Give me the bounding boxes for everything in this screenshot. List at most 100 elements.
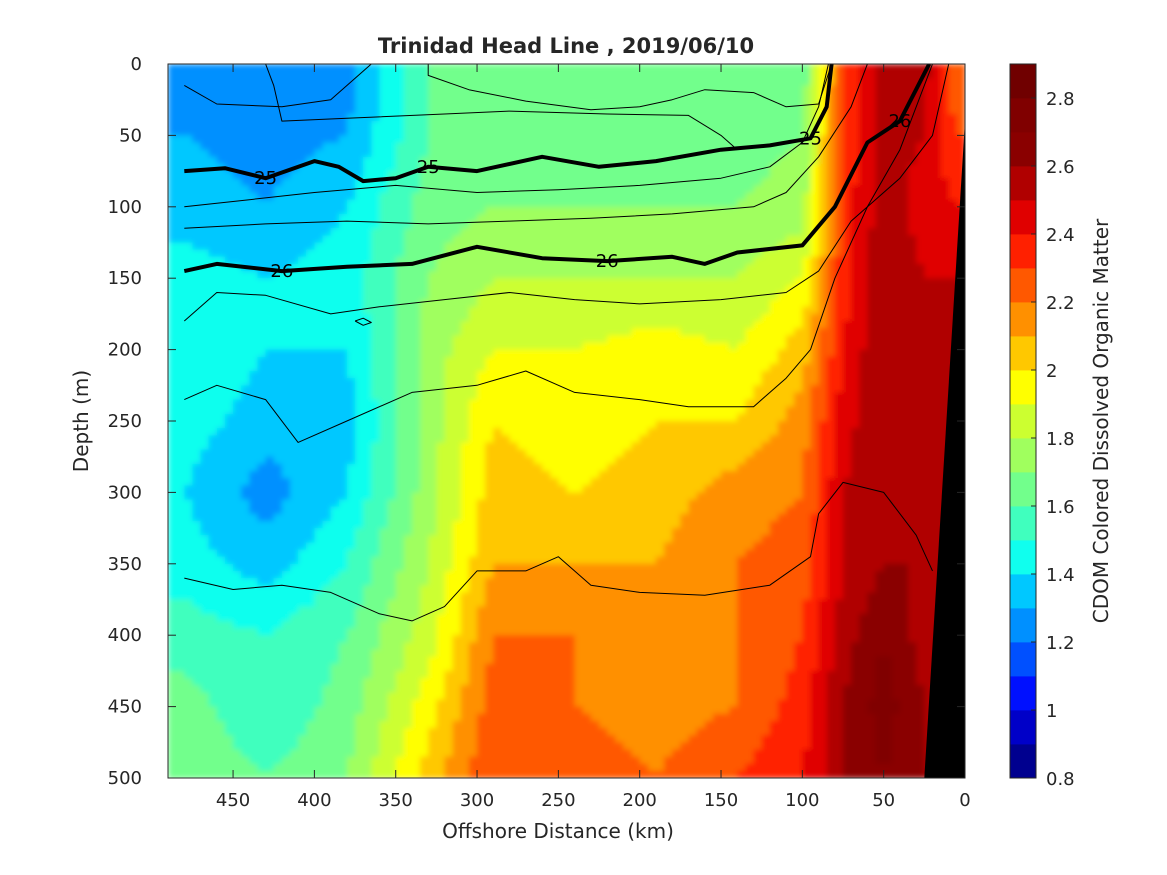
cdom-cell bbox=[241, 606, 250, 615]
cdom-cell bbox=[330, 678, 340, 686]
cdom-cell bbox=[265, 392, 275, 401]
cdom-cell bbox=[477, 92, 486, 101]
cdom-cell bbox=[249, 435, 259, 444]
cdom-cell bbox=[346, 599, 356, 608]
cdom-cell bbox=[281, 542, 291, 551]
cdom-cell bbox=[249, 463, 259, 472]
cdom-cell bbox=[168, 770, 177, 778]
cdom-cell bbox=[346, 735, 356, 743]
cdom-cell bbox=[558, 149, 568, 158]
cdom-cell bbox=[281, 213, 291, 222]
cdom-cell bbox=[452, 356, 462, 365]
cdom-cell bbox=[241, 692, 250, 701]
cdom-cell bbox=[322, 85, 332, 94]
cdom-cell bbox=[208, 313, 218, 322]
cdom-cell bbox=[306, 421, 315, 429]
cdom-cell bbox=[257, 513, 267, 522]
cdom-cell bbox=[403, 256, 413, 265]
cdom-cell bbox=[363, 756, 372, 765]
cdom-cell bbox=[208, 271, 218, 279]
cdom-cell bbox=[403, 735, 413, 743]
cdom-cell bbox=[249, 421, 259, 429]
cdom-cell bbox=[501, 221, 511, 229]
cdom-cell bbox=[558, 342, 568, 351]
cdom-cell bbox=[355, 528, 364, 536]
cdom-cell bbox=[444, 620, 454, 629]
cdom-cell bbox=[468, 720, 478, 729]
cdom-cell bbox=[257, 113, 267, 122]
cdom-cell bbox=[338, 485, 348, 493]
cdom-cell bbox=[493, 492, 503, 501]
cdom-cell bbox=[168, 356, 177, 365]
cdom-cell bbox=[208, 435, 218, 444]
cdom-cell bbox=[241, 313, 250, 322]
cdom-cell bbox=[265, 678, 275, 686]
cdom-cell bbox=[452, 406, 462, 415]
cdom-cell bbox=[558, 413, 568, 422]
cdom-cell bbox=[346, 749, 356, 758]
cdom-cell bbox=[265, 763, 275, 772]
cdom-cell bbox=[346, 449, 356, 458]
cdom-cell bbox=[355, 371, 364, 379]
cdom-cell bbox=[436, 763, 446, 772]
cdom-cell bbox=[273, 399, 283, 408]
cdom-cell bbox=[428, 613, 437, 622]
cdom-cell bbox=[460, 570, 470, 579]
cdom-cell bbox=[200, 635, 210, 643]
cdom-cell bbox=[542, 385, 551, 394]
cdom-cell bbox=[477, 649, 486, 658]
cdom-cell bbox=[379, 678, 389, 686]
cdom-cell bbox=[273, 606, 283, 615]
cdom-cell bbox=[395, 349, 405, 358]
cdom-cell bbox=[533, 285, 543, 294]
cdom-cell bbox=[168, 506, 177, 515]
cdom-cell bbox=[363, 185, 372, 194]
cdom-cell bbox=[200, 278, 210, 286]
cdom-cell bbox=[168, 606, 177, 615]
cdom-cell bbox=[517, 221, 527, 229]
cdom-cell bbox=[257, 592, 267, 601]
cdom-cell bbox=[395, 742, 405, 751]
cdom-cell bbox=[216, 770, 226, 778]
cdom-cell bbox=[168, 256, 177, 265]
cdom-cell bbox=[485, 456, 494, 465]
cdom-cell bbox=[468, 421, 478, 429]
cdom-cell bbox=[298, 499, 307, 508]
cdom-cell bbox=[566, 470, 576, 479]
cdom-cell bbox=[338, 713, 348, 722]
cdom-cell bbox=[273, 656, 283, 665]
cdom-cell bbox=[298, 585, 307, 593]
cdom-cell bbox=[289, 64, 299, 72]
cdom-cell bbox=[460, 642, 470, 651]
cdom-cell bbox=[501, 242, 511, 251]
cdom-cell bbox=[322, 249, 332, 258]
cdom-cell bbox=[387, 556, 397, 565]
cdom-cell bbox=[208, 570, 218, 579]
cdom-cell bbox=[176, 720, 185, 729]
cdom-cell bbox=[298, 206, 307, 215]
cdom-cell bbox=[306, 135, 315, 144]
cdom-cell bbox=[436, 256, 446, 265]
cdom-cell bbox=[257, 728, 267, 736]
cdom-cell bbox=[184, 620, 193, 629]
cdom-cell bbox=[273, 413, 283, 422]
cdom-cell bbox=[289, 570, 299, 579]
cdom-cell bbox=[265, 199, 275, 208]
cdom-cell bbox=[298, 192, 307, 201]
cdom-cell bbox=[525, 171, 535, 179]
cdom-cell bbox=[395, 520, 405, 529]
cdom-cell bbox=[176, 406, 185, 415]
cdom-cell bbox=[346, 585, 356, 593]
cdom-cell bbox=[355, 442, 364, 451]
cdom-cell bbox=[525, 442, 535, 451]
cdom-cell bbox=[281, 635, 291, 643]
cdom-cell bbox=[452, 599, 462, 608]
cdom-cell bbox=[338, 685, 348, 693]
cdom-cell bbox=[216, 313, 226, 322]
cdom-cell bbox=[517, 606, 527, 615]
cdom-cell bbox=[428, 64, 437, 72]
cdom-cell bbox=[444, 328, 454, 336]
cdom-cell bbox=[176, 578, 185, 586]
cdom-cell bbox=[200, 592, 210, 601]
cdom-cell bbox=[241, 371, 250, 379]
